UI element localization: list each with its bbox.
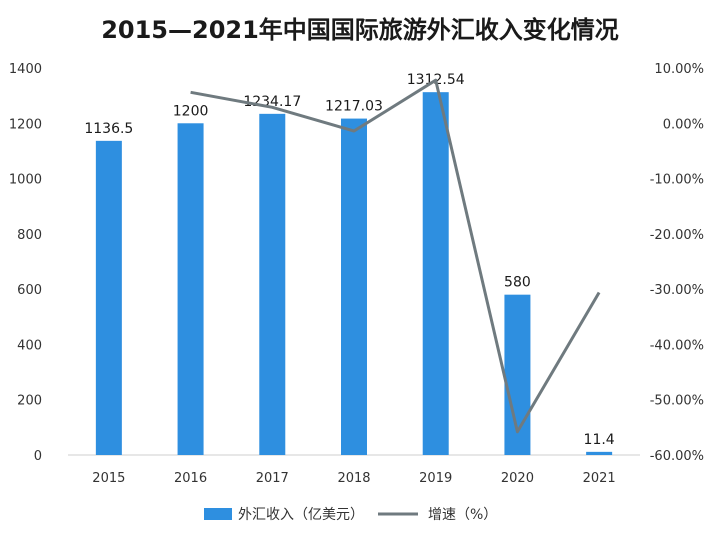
bar: [259, 113, 286, 455]
y-right-tick-label: 0.00%: [663, 117, 704, 132]
y-left-tick-label: 1000: [9, 173, 42, 188]
bar: [586, 451, 613, 455]
y-left-tick-label: 800: [17, 228, 42, 243]
legend-label-line: 增速（%）: [428, 507, 497, 523]
bar-data-label: 11.4: [584, 432, 615, 448]
y-left-tick-label: 0: [34, 449, 42, 464]
bar-series: [95, 92, 613, 456]
y-right-tick-label: -40.00%: [650, 338, 704, 353]
y-right-tick-label: 10.00%: [654, 62, 704, 77]
y-right-tick-label: -20.00%: [650, 228, 704, 243]
x-tick-label: 2019: [419, 471, 452, 486]
x-tick-label: 2021: [583, 471, 616, 486]
x-tick-label: 2017: [256, 471, 289, 486]
bar: [422, 92, 449, 455]
growth-rate-line: [190, 78, 601, 434]
y-left-tick-label: 400: [17, 338, 42, 353]
y-left-tick-label: 1200: [9, 117, 42, 132]
y-right-tick-label: -50.00%: [650, 394, 704, 409]
x-tick-label: 2016: [174, 471, 207, 486]
x-axis-ticks: 2015 2016 2017 2018 2019 2020 2021: [92, 471, 615, 486]
y-right-tick-label: -30.00%: [650, 283, 704, 298]
y-right-tick-label: -60.00%: [650, 449, 704, 464]
x-tick-label: 2020: [501, 471, 534, 486]
bar: [95, 140, 122, 455]
left-axis-ticks: 0 200 400 600 800 1000 1200 1400: [9, 62, 42, 464]
x-tick-label: 2018: [337, 471, 370, 486]
bar: [341, 118, 367, 456]
bar-data-label: 1200: [173, 103, 209, 119]
y-right-tick-label: -10.00%: [650, 173, 704, 188]
legend-swatch-bar: [204, 508, 232, 520]
y-left-tick-label: 200: [17, 394, 42, 409]
bar-data-label: 1217.03: [325, 99, 383, 115]
right-axis-ticks: 10.00% 0.00% -10.00% -20.00% -30.00% -40.00% -…: [650, 62, 704, 464]
bar-data-label: 1136.5: [84, 121, 133, 137]
x-tick-label: 2015: [92, 471, 125, 486]
bar: [177, 123, 204, 456]
legend: 外汇收入（亿美元） 增速（%）: [204, 507, 497, 523]
y-left-tick-label: 600: [17, 283, 42, 298]
bar-data-label: 580: [504, 275, 531, 291]
chart-title: 2015—2021年中国国际旅游外汇收入变化情况: [101, 16, 619, 44]
line-series: [190, 78, 601, 434]
legend-label-bar: 外汇收入（亿美元）: [238, 507, 364, 523]
y-left-tick-label: 1400: [9, 62, 42, 77]
